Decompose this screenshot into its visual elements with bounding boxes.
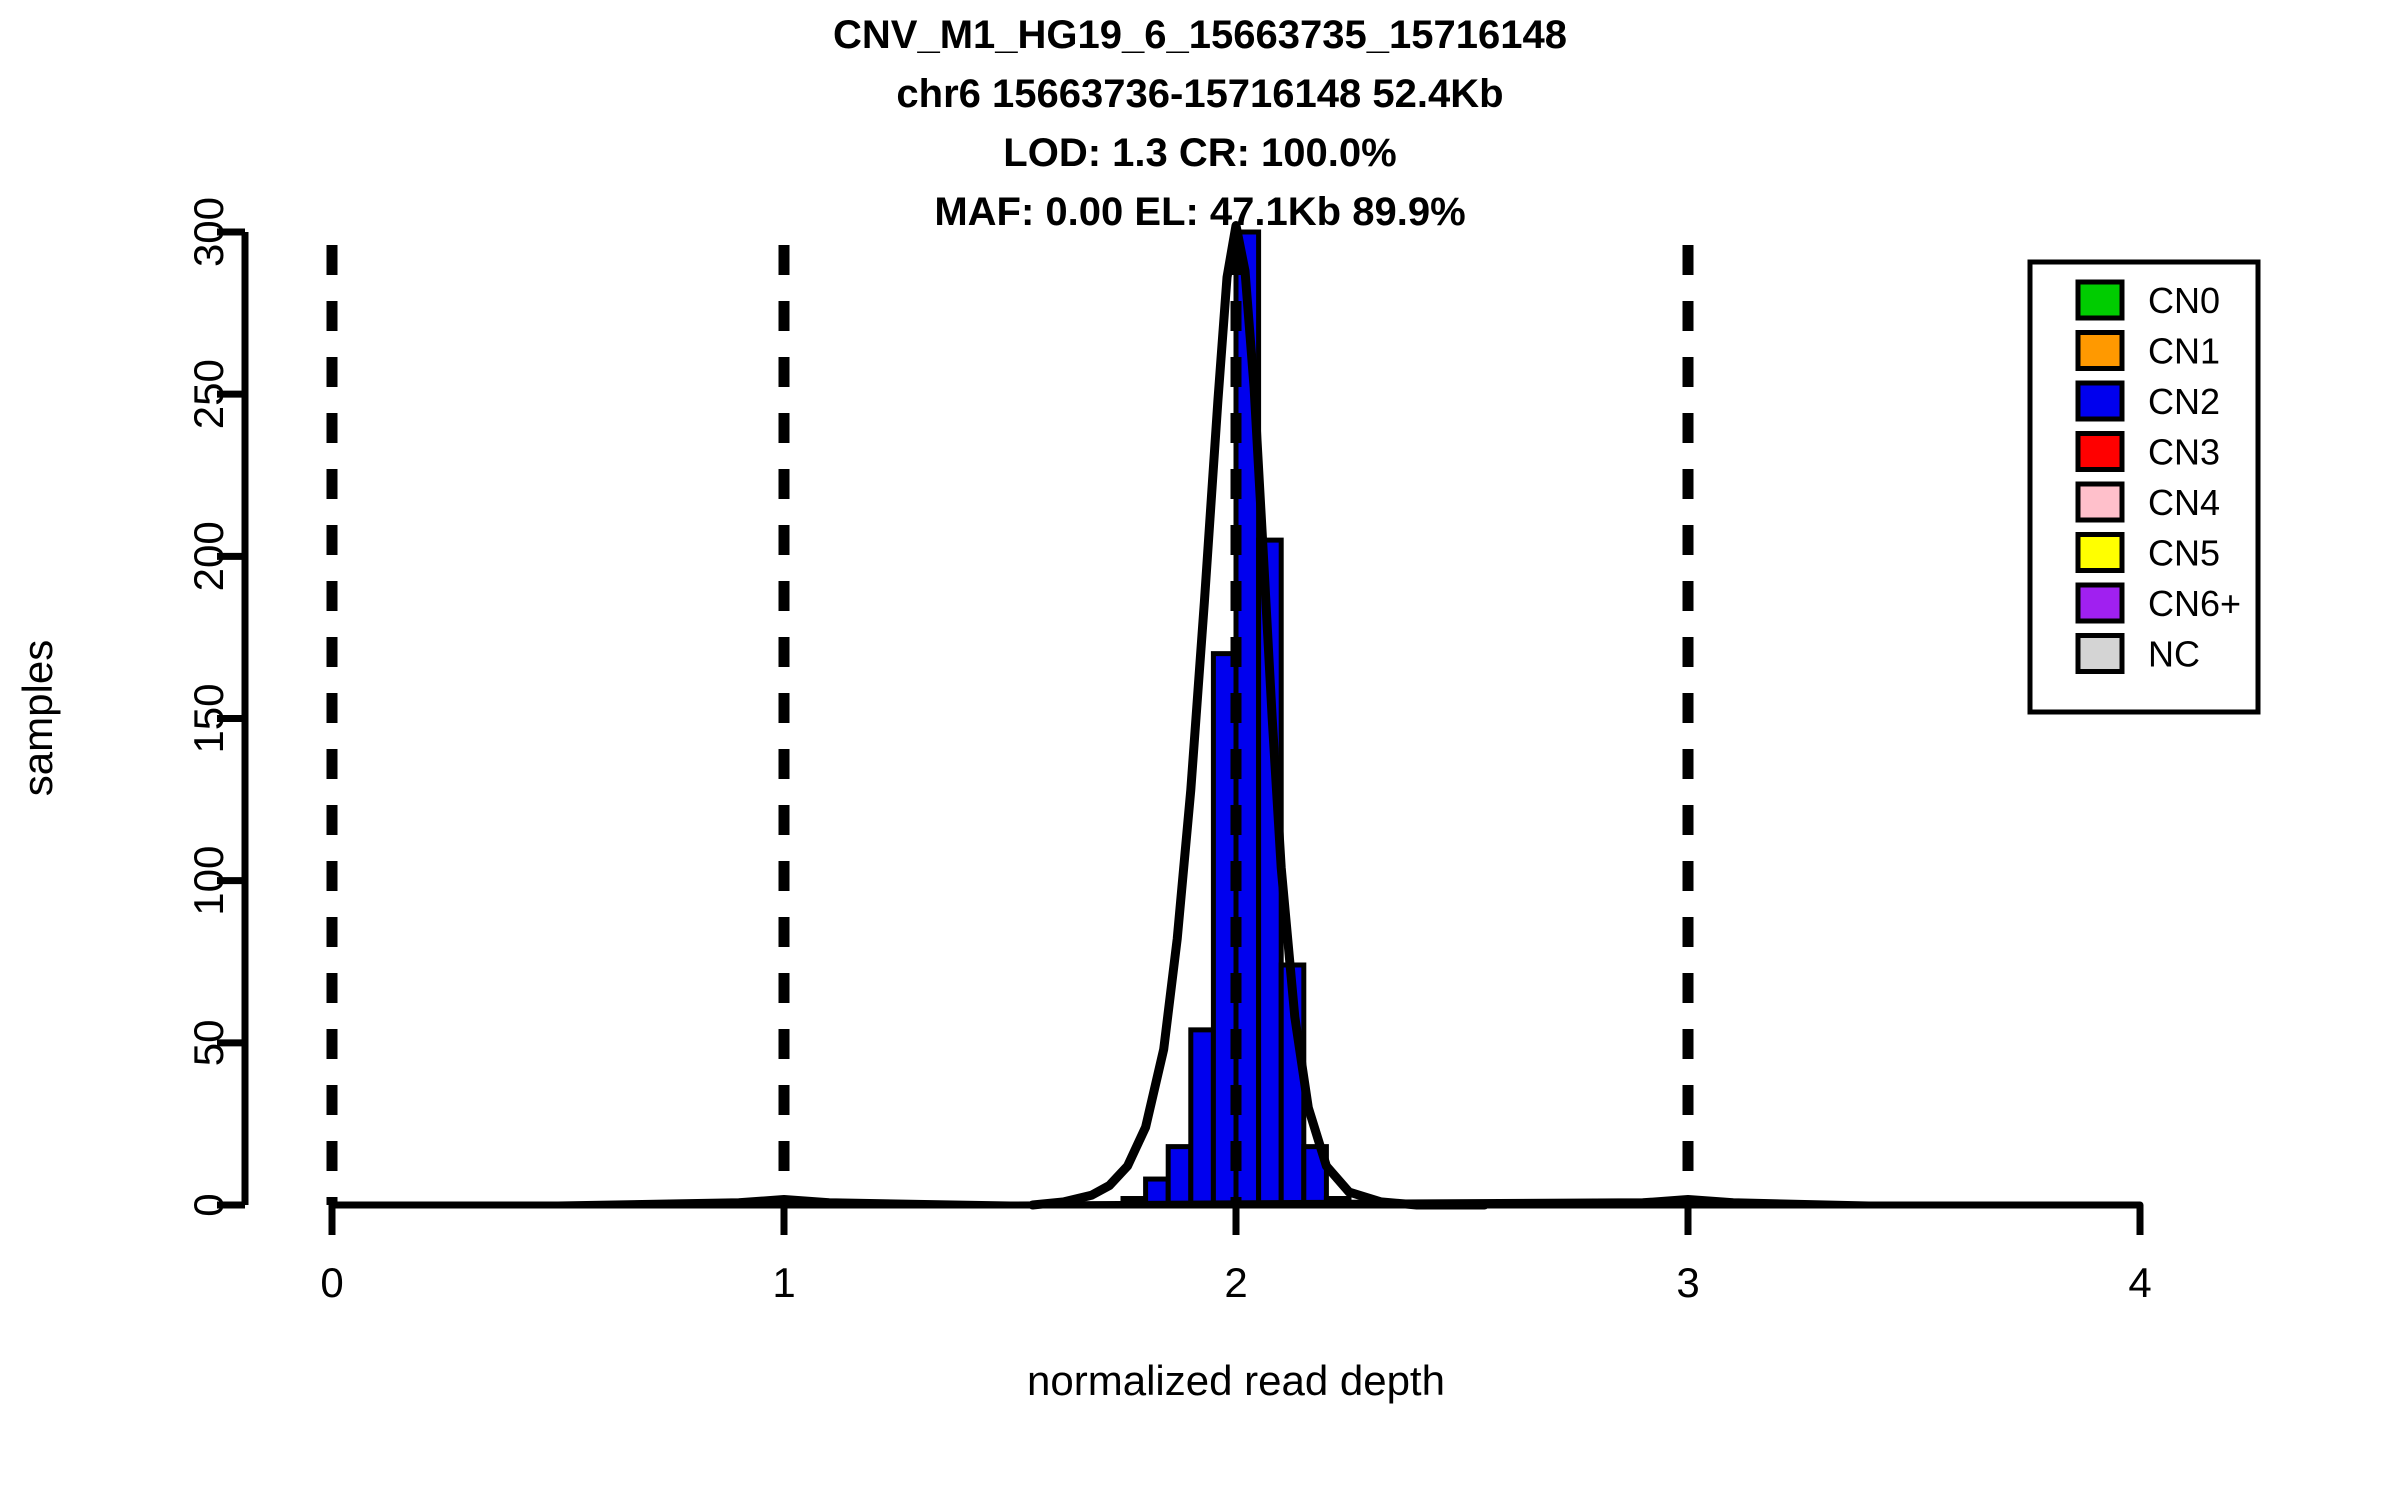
legend-swatch-nc [2075, 633, 2125, 674]
legend-label-cn5: CN5 [2148, 533, 2220, 574]
legend-label-cn1: CN1 [2148, 331, 2220, 372]
legend-items: CN0 CN1 CN2 CN3 CN4 CN5 CN6+ NC [2075, 279, 2241, 675]
density-curve [1028, 221, 1490, 1210]
legend-label-cn0: CN0 [2148, 280, 2220, 321]
x-axis-tick-label: 3 [1676, 1259, 1699, 1306]
y-axis-tick-label: 250 [185, 359, 232, 429]
y-axis-tick-label: 300 [185, 197, 232, 267]
legend-label-cn6plus: CN6+ [2148, 583, 2241, 624]
legend-label-cn4: CN4 [2148, 482, 2220, 523]
legend-swatch-cn4 [2075, 481, 2125, 523]
legend-swatch-cn1 [2075, 330, 2125, 371]
legend-label-cn3: CN3 [2148, 432, 2220, 473]
x-axis-tick-label: 1 [772, 1259, 795, 1306]
legend-label-cn2: CN2 [2148, 381, 2220, 422]
legend-swatch-cn0 [2075, 279, 2125, 321]
histogram-bar [1188, 1027, 1216, 1208]
legend-swatch-cn2 [2075, 380, 2125, 422]
y-axis-tick-label: 100 [185, 846, 232, 916]
legend: CN0 CN1 CN2 CN3 CN4 CN5 CN6+ NC [2027, 259, 2261, 715]
y-axis-title: samples [14, 640, 61, 796]
legend-box [2027, 259, 2261, 715]
legend-label-nc: NC [2148, 634, 2200, 675]
legend-swatch-cn3 [2075, 431, 2125, 472]
y-axis-tick-label: 200 [185, 521, 232, 591]
legend-swatch-cn5 [2075, 532, 2125, 573]
x-axis-tick-label: 2 [1224, 1259, 1247, 1306]
histogram-bar [1165, 1144, 1194, 1208]
y-axis: 0 50 100 150 200 250 300 [185, 197, 249, 1217]
x-axis-title: normalized read depth [1027, 1357, 1445, 1404]
y-axis-tick-label: 50 [185, 1019, 232, 1066]
x-axis-tick-label: 4 [2128, 1259, 2151, 1306]
x-axis: 0 1 2 3 4 [320, 1201, 2152, 1306]
y-axis-tick-label: 150 [185, 683, 232, 753]
x-axis-tick-label: 0 [320, 1259, 343, 1306]
y-axis-tick-label: 0 [185, 1193, 232, 1216]
copy-number-reference-lines [326, 245, 1694, 1205]
legend-swatch-cn6plus [2075, 582, 2125, 624]
